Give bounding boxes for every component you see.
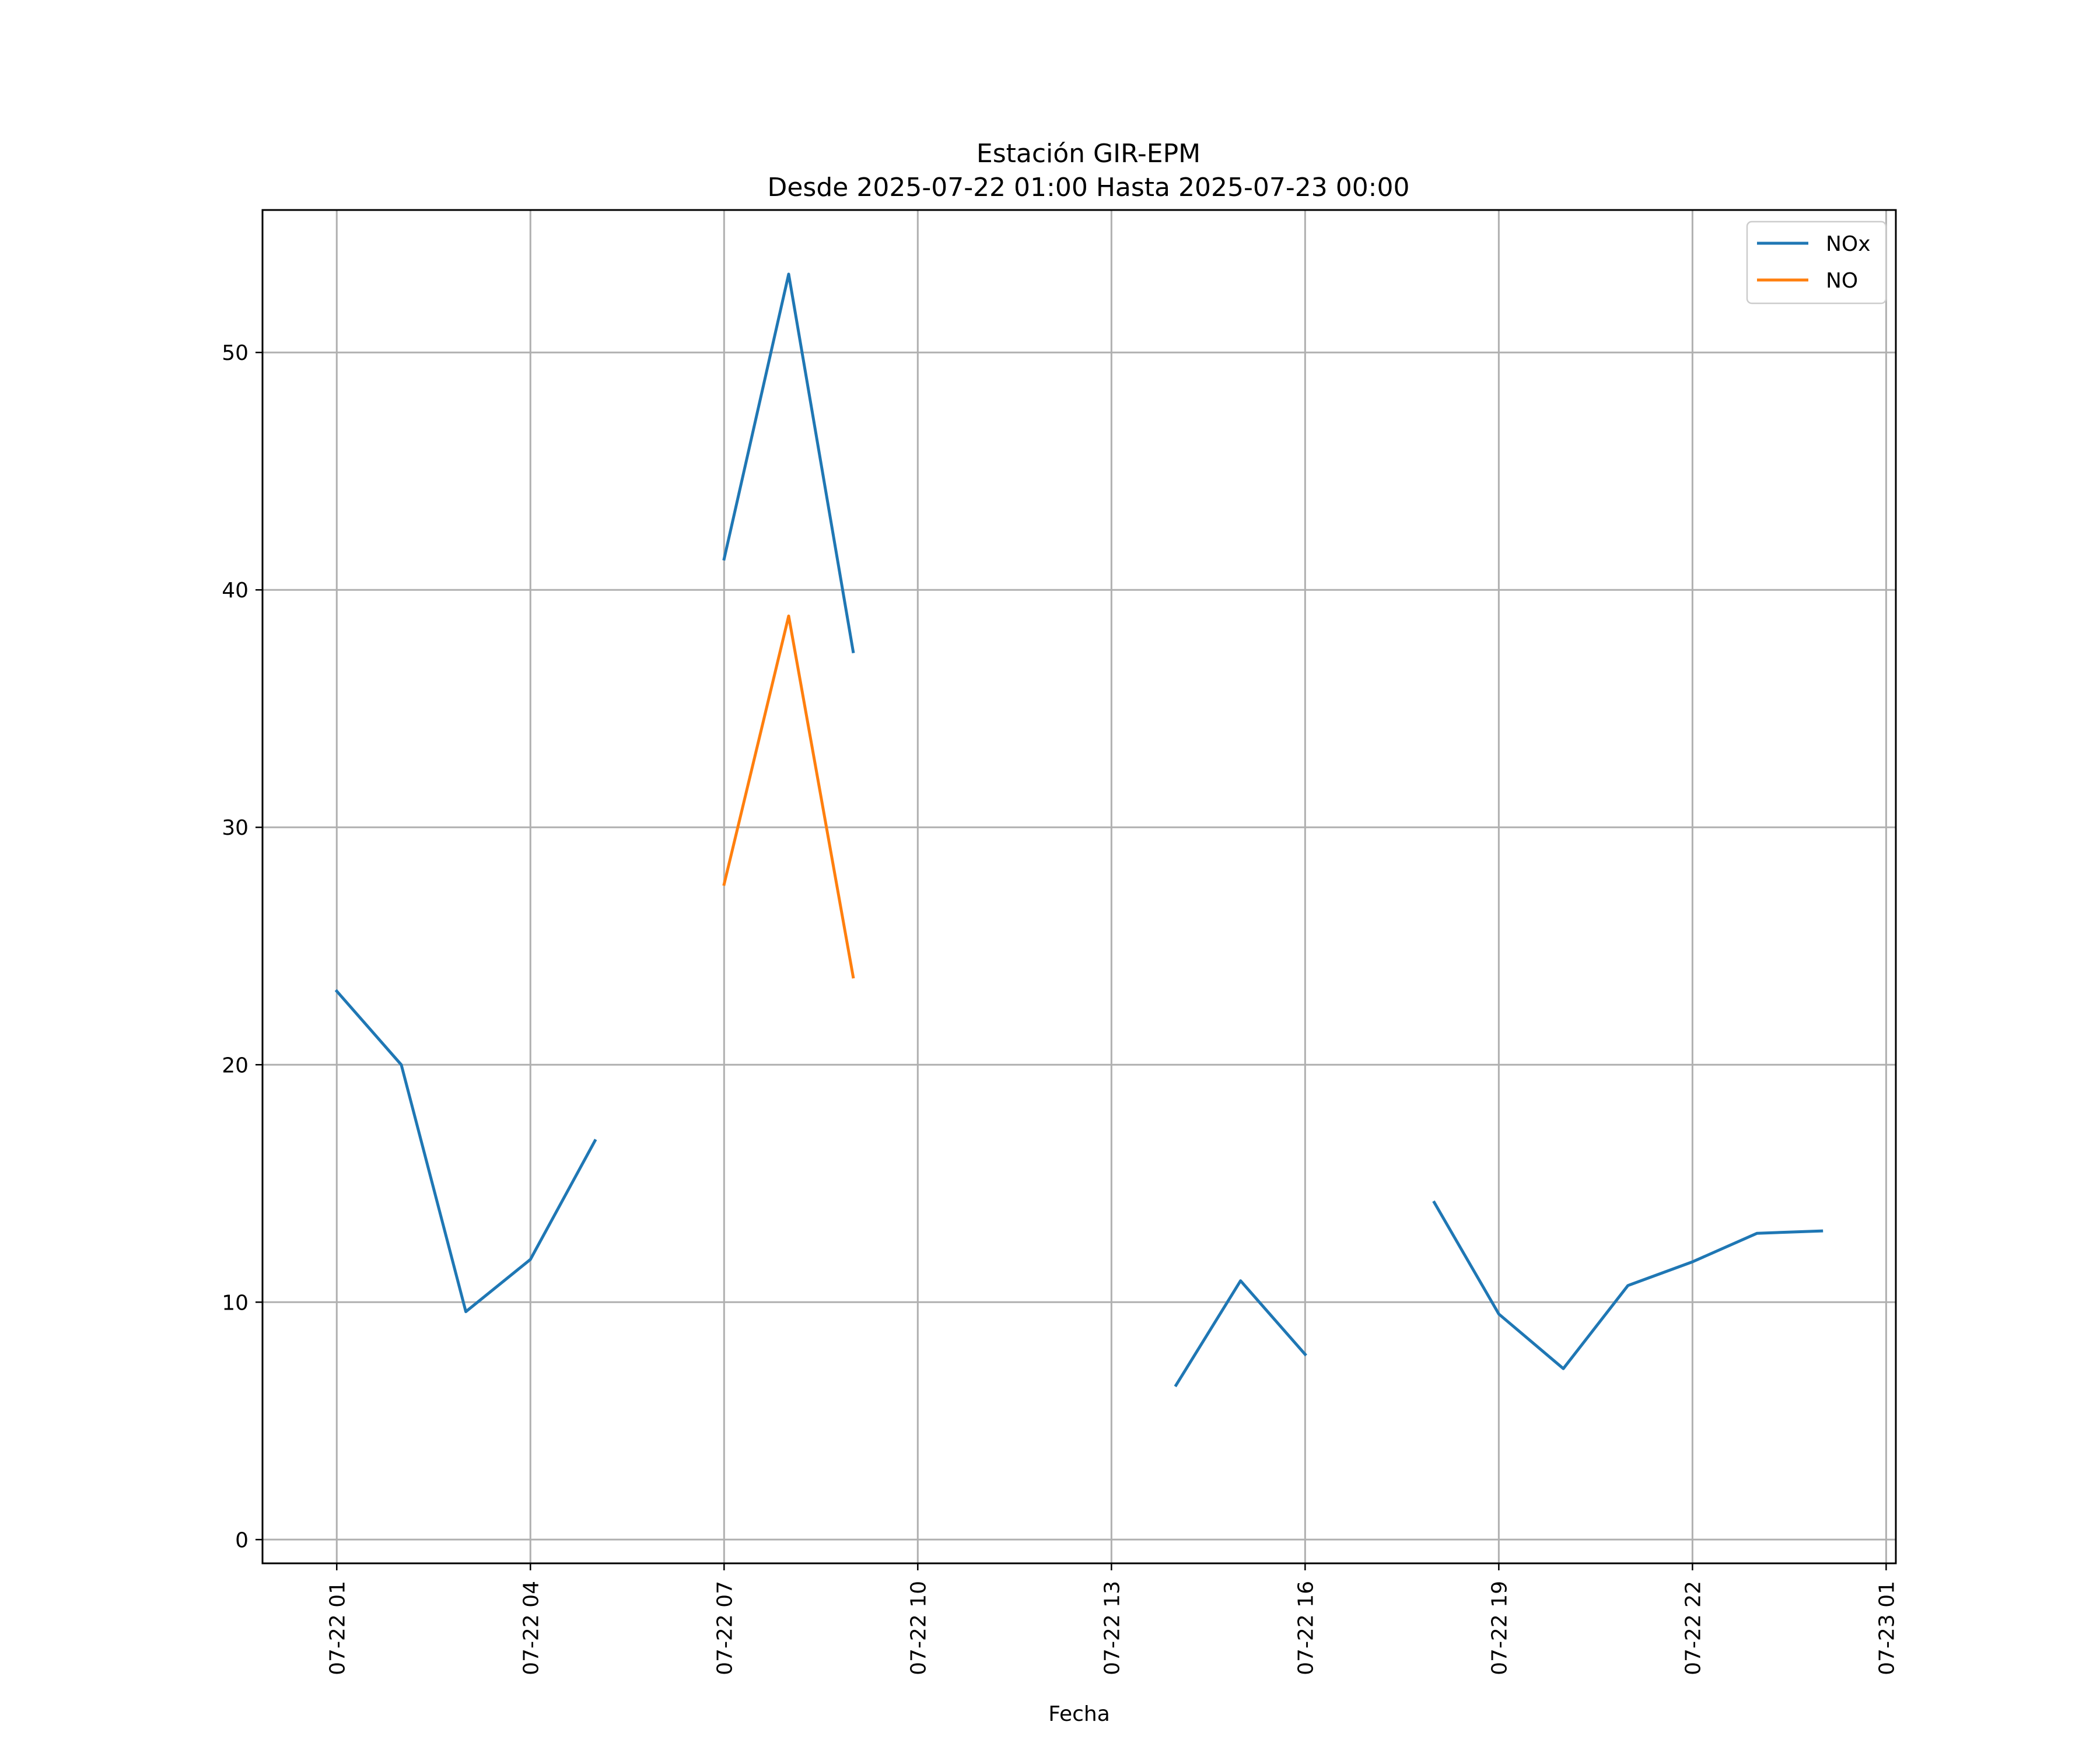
x-tick-label: 07-22 13 (1100, 1581, 1124, 1675)
y-axis: 0 10 20 30 40 50 (222, 341, 262, 1552)
legend-label-nox: NOx (1826, 232, 1871, 256)
y-tick-label: 50 (222, 341, 249, 365)
y-tick-label: 0 (235, 1528, 249, 1552)
legend-label-no: NO (1826, 269, 1858, 293)
series-line-nox (334, 989, 597, 1314)
chart-title: Estación GIR-EPM (977, 139, 1200, 169)
chart-subtitle: Desde 2025-07-22 01:00 Hasta 2025-07-23 … (767, 173, 1409, 202)
y-tick-label: 40 (222, 579, 249, 603)
x-tick-label: 07-22 19 (1488, 1581, 1511, 1675)
y-tick-label: 10 (222, 1291, 249, 1315)
series-lines (334, 272, 1824, 1388)
series-line-nox (1432, 1200, 1824, 1370)
legend: NOx NO (1746, 220, 1887, 304)
series-line-nox (722, 272, 855, 653)
x-axis-label: Fecha (1048, 1702, 1110, 1726)
x-tick-label: 07-23 01 (1875, 1581, 1899, 1675)
y-tick-label: 20 (222, 1054, 249, 1077)
x-tick-label: 07-22 01 (326, 1581, 349, 1675)
x-axis: 07-22 01 07-22 04 07-22 07 07-22 10 07-22 13… (326, 1563, 1899, 1675)
x-tick-label: 07-22 16 (1294, 1581, 1318, 1675)
x-tick-label: 07-22 07 (713, 1581, 737, 1675)
y-tick-label: 30 (222, 816, 249, 840)
plot-area-frame (261, 209, 1897, 1564)
x-tick-label: 07-22 22 (1681, 1581, 1705, 1675)
x-tick-label: 07-22 04 (519, 1581, 543, 1675)
series-line-no (722, 614, 855, 979)
series-line-nox (1174, 1279, 1307, 1388)
x-tick-label: 07-22 10 (907, 1581, 930, 1675)
grid-lines (262, 210, 1896, 1563)
